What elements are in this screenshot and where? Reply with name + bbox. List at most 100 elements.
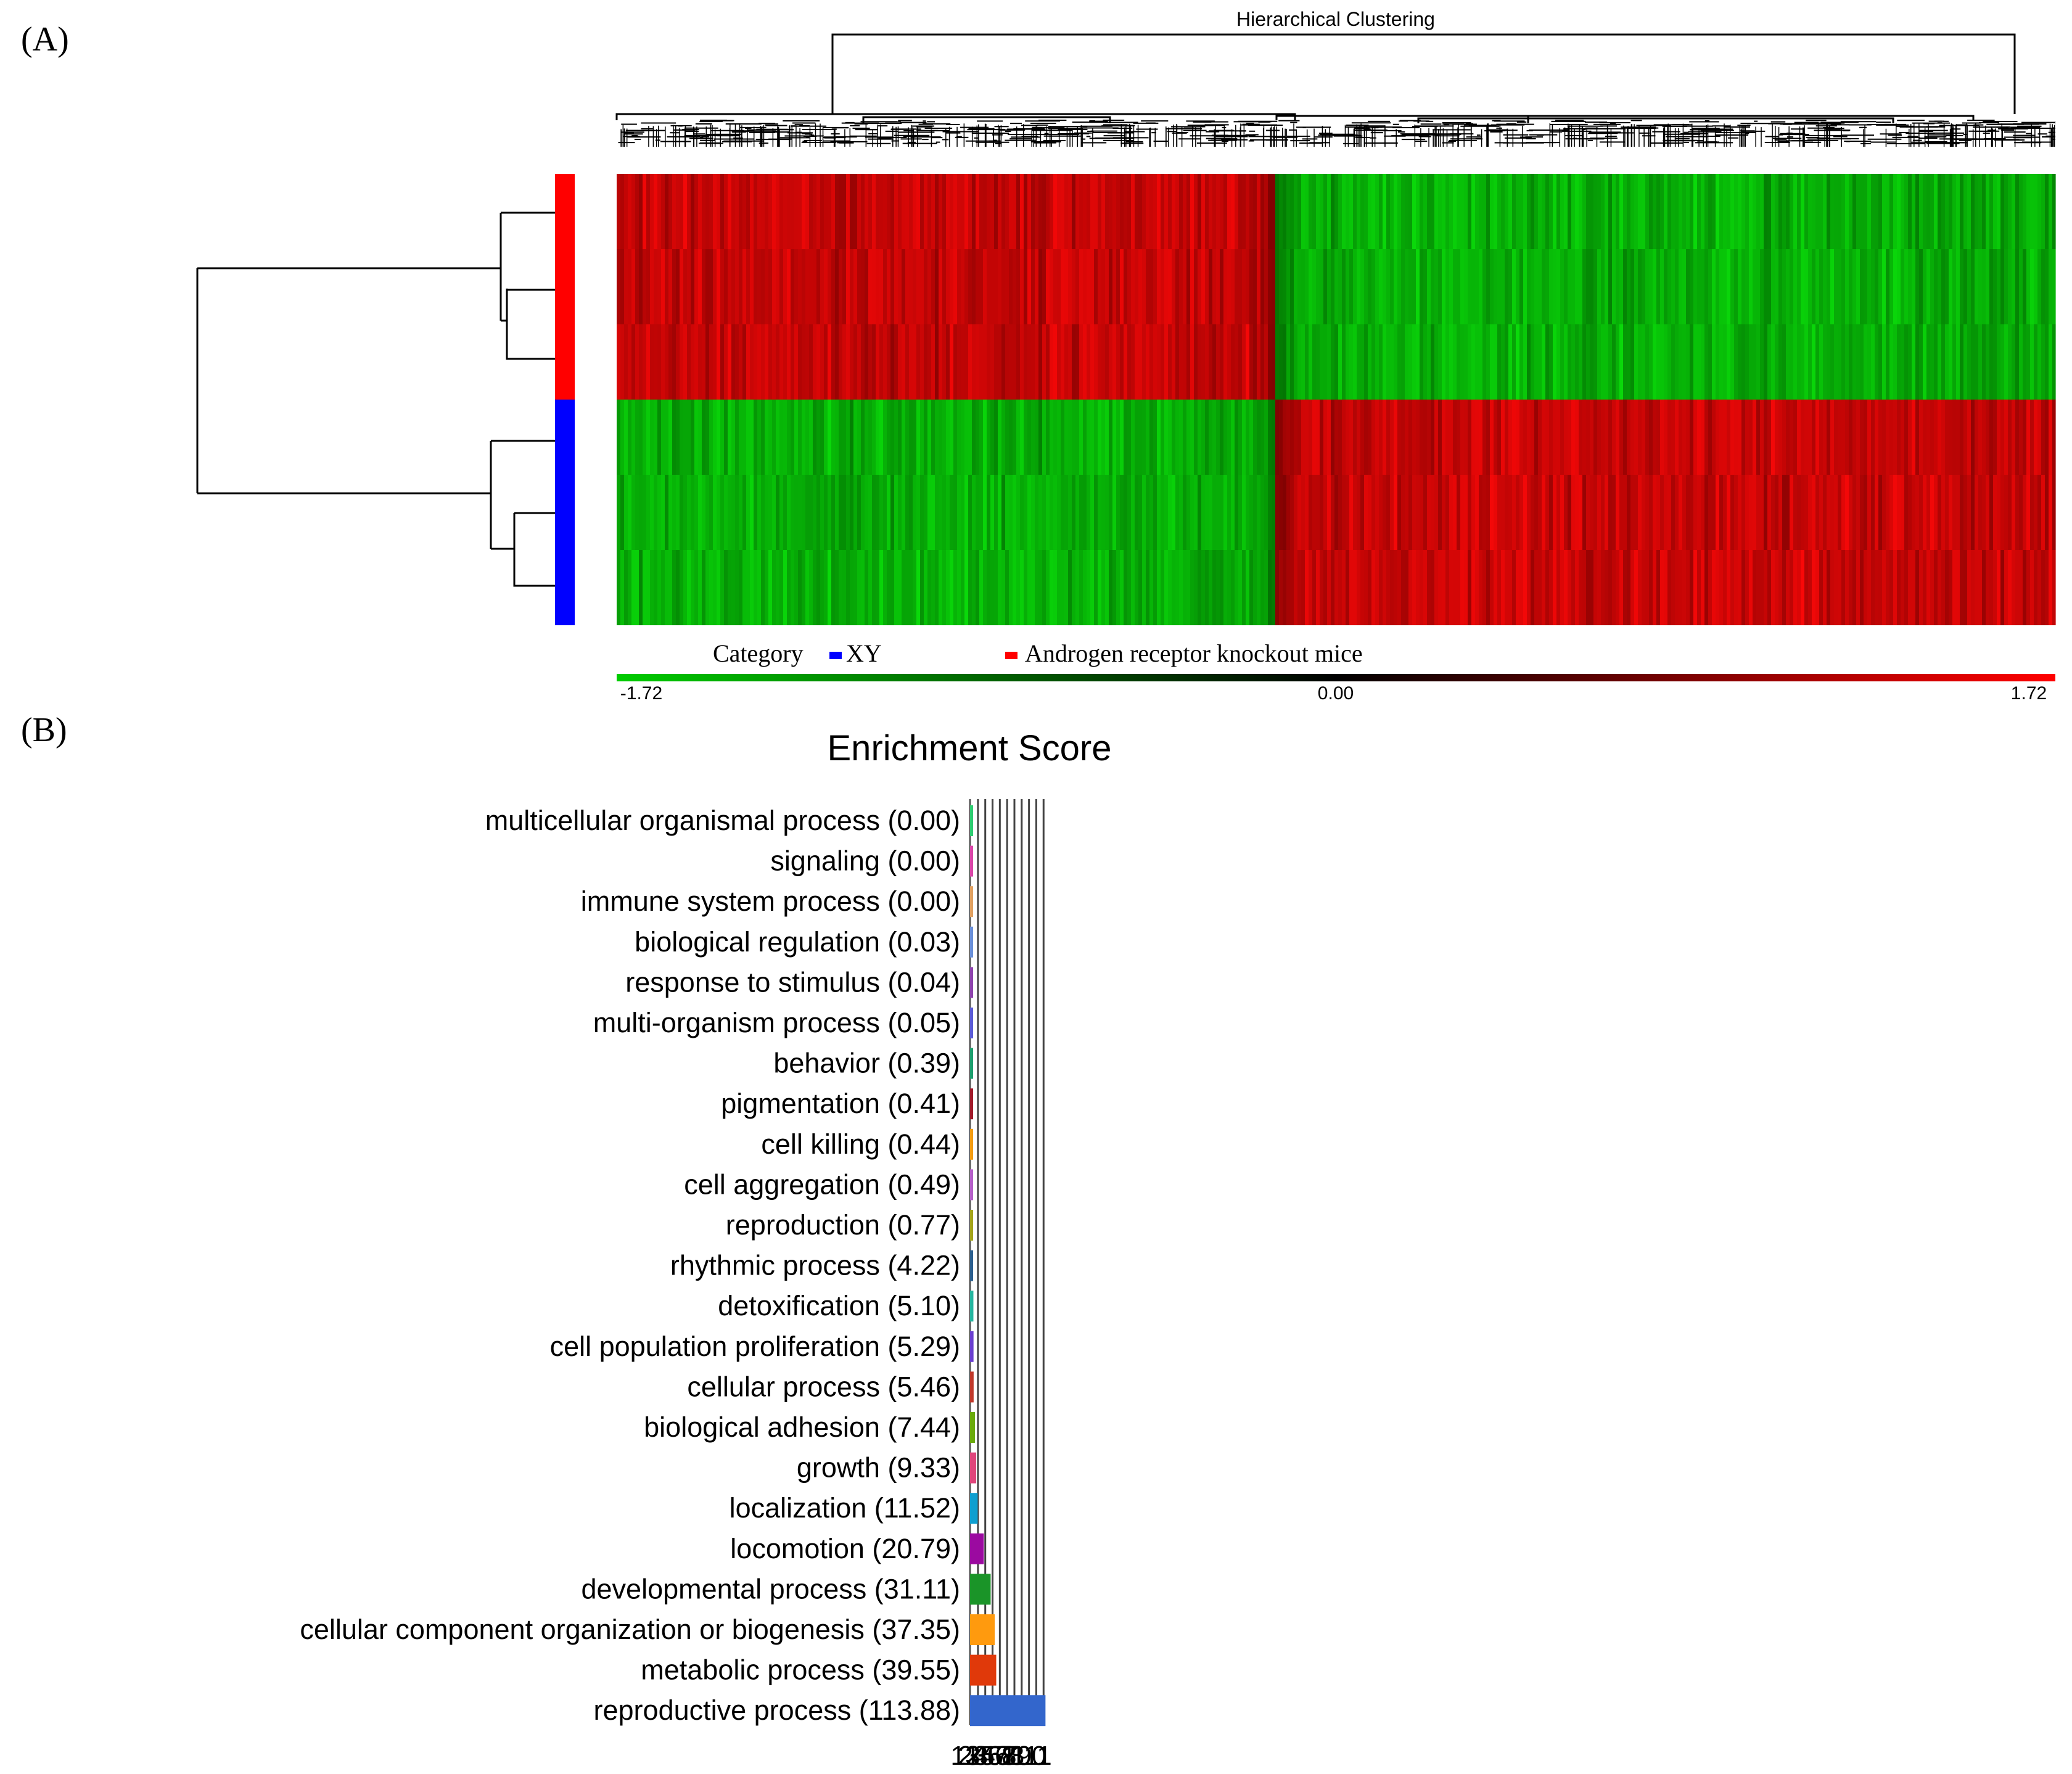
heatmap-cell bbox=[1223, 550, 1228, 625]
heatmap-cell bbox=[1231, 324, 1235, 400]
heatmap-cell bbox=[1216, 550, 1220, 625]
heatmap-cell bbox=[1471, 174, 1476, 249]
heatmap-cell bbox=[1593, 174, 1598, 249]
heatmap-cell bbox=[1608, 400, 1613, 475]
heatmap-cell bbox=[1497, 475, 1502, 550]
heatmap-cell bbox=[750, 174, 754, 249]
x-tick-56: 56 bbox=[980, 1741, 1010, 1771]
heatmap-cell bbox=[1212, 249, 1217, 324]
heatmap-cell bbox=[1582, 400, 1587, 475]
heatmap-cell bbox=[635, 475, 639, 550]
heatmap-cell bbox=[1479, 324, 1483, 400]
heatmap-cell bbox=[1201, 249, 1206, 324]
heatmap-cell bbox=[1719, 174, 1724, 249]
heatmap-cell bbox=[1357, 475, 1361, 550]
heatmap-cell bbox=[1242, 249, 1246, 324]
heatmap-cell bbox=[1501, 174, 1505, 249]
heatmap-cell bbox=[1827, 174, 1831, 249]
heatmap-cell bbox=[1745, 400, 1749, 475]
heatmap-cell bbox=[1723, 249, 1727, 324]
heatmap-cell bbox=[1860, 400, 1864, 475]
heatmap-cell bbox=[2026, 249, 2031, 324]
heatmap-cell bbox=[1949, 324, 1953, 400]
heatmap-cell bbox=[757, 249, 762, 324]
heatmap-cell bbox=[1767, 174, 1772, 249]
bar-14 bbox=[970, 1371, 974, 1403]
heatmap-cell bbox=[931, 550, 935, 625]
heatmap-cell bbox=[668, 249, 673, 324]
heatmap-cell bbox=[1131, 174, 1135, 249]
heatmap-cell bbox=[2052, 550, 2056, 625]
heatmap-cell bbox=[824, 249, 828, 324]
heatmap-cell bbox=[672, 475, 676, 550]
heatmap-cell bbox=[1434, 249, 1439, 324]
heatmap-cell bbox=[2012, 475, 2016, 550]
heatmap-cell bbox=[1209, 174, 1213, 249]
heatmap-cell bbox=[1841, 550, 1846, 625]
heatmap-cell bbox=[1649, 400, 1653, 475]
heatmap-cell bbox=[691, 550, 695, 625]
heatmap-cell bbox=[1083, 550, 1087, 625]
heatmap-cell bbox=[1305, 400, 1309, 475]
heatmap-cell bbox=[1364, 249, 1368, 324]
heatmap-cell bbox=[1560, 324, 1564, 400]
heatmap-cell bbox=[1790, 249, 1794, 324]
heatmap-cell bbox=[1560, 400, 1564, 475]
heatmap-cell bbox=[1960, 400, 1964, 475]
heatmap-cell bbox=[1642, 249, 1646, 324]
heatmap-cell bbox=[617, 174, 621, 249]
heatmap-cell bbox=[1486, 324, 1490, 400]
heatmap-cell bbox=[2019, 475, 2023, 550]
heatmap-cell bbox=[1216, 174, 1220, 249]
heatmap-cell bbox=[1812, 174, 1816, 249]
heatmap-cell bbox=[876, 400, 880, 475]
heatmap-cell bbox=[1656, 400, 1661, 475]
heatmap-cell bbox=[1886, 400, 1890, 475]
heatmap-cell bbox=[1679, 174, 1683, 249]
heatmap-cell bbox=[657, 475, 662, 550]
heatmap-cell bbox=[1231, 400, 1235, 475]
heatmap-cell bbox=[920, 400, 924, 475]
heatmap-cell bbox=[776, 174, 780, 249]
heatmap-cell bbox=[1867, 475, 1872, 550]
heatmap-cell bbox=[1198, 249, 1202, 324]
heatmap-cell bbox=[1623, 324, 1627, 400]
heatmap-cell bbox=[668, 324, 673, 400]
heatmap-cell bbox=[902, 550, 906, 625]
heatmap-cell bbox=[765, 400, 769, 475]
heatmap-cell bbox=[1993, 249, 1997, 324]
heatmap-cell bbox=[1331, 400, 1335, 475]
heatmap-cell bbox=[650, 400, 654, 475]
heatmap-cell bbox=[1612, 174, 1616, 249]
heatmap-cell bbox=[1808, 324, 1812, 400]
heatmap-cell bbox=[1161, 249, 1165, 324]
bar-21 bbox=[970, 1654, 997, 1686]
heatmap-cell bbox=[1371, 550, 1376, 625]
heatmap-cell bbox=[1186, 324, 1191, 400]
heatmap-cell bbox=[1090, 174, 1095, 249]
heatmap-cell bbox=[2037, 174, 2042, 249]
heatmap-cell bbox=[1242, 400, 1246, 475]
heatmap-cell bbox=[879, 249, 884, 324]
heatmap-cell bbox=[1327, 324, 1331, 400]
heatmap-cell bbox=[1723, 324, 1727, 400]
heatmap-cell bbox=[1272, 249, 1276, 324]
heatmap-cell bbox=[1109, 249, 1113, 324]
heatmap-cell bbox=[668, 174, 673, 249]
heatmap-cell bbox=[1127, 400, 1132, 475]
heatmap-cell bbox=[1501, 249, 1505, 324]
heatmap-cell bbox=[765, 550, 769, 625]
heatmap-cell bbox=[694, 400, 699, 475]
heatmap-cell bbox=[1852, 475, 1857, 550]
heatmap-cell bbox=[1235, 324, 1239, 400]
heatmap-cell bbox=[1601, 324, 1605, 400]
heatmap-cell bbox=[916, 249, 921, 324]
heatmap-cell bbox=[1279, 324, 1283, 400]
heatmap-cell bbox=[1479, 550, 1483, 625]
heatmap-cell bbox=[1815, 174, 1820, 249]
bar-label-21: metabolic process (39.55) bbox=[641, 1654, 960, 1686]
heatmap-cell bbox=[1368, 400, 1372, 475]
heatmap-cell bbox=[839, 550, 843, 625]
heatmap-cell bbox=[842, 550, 847, 625]
heatmap-cell bbox=[1915, 475, 1920, 550]
